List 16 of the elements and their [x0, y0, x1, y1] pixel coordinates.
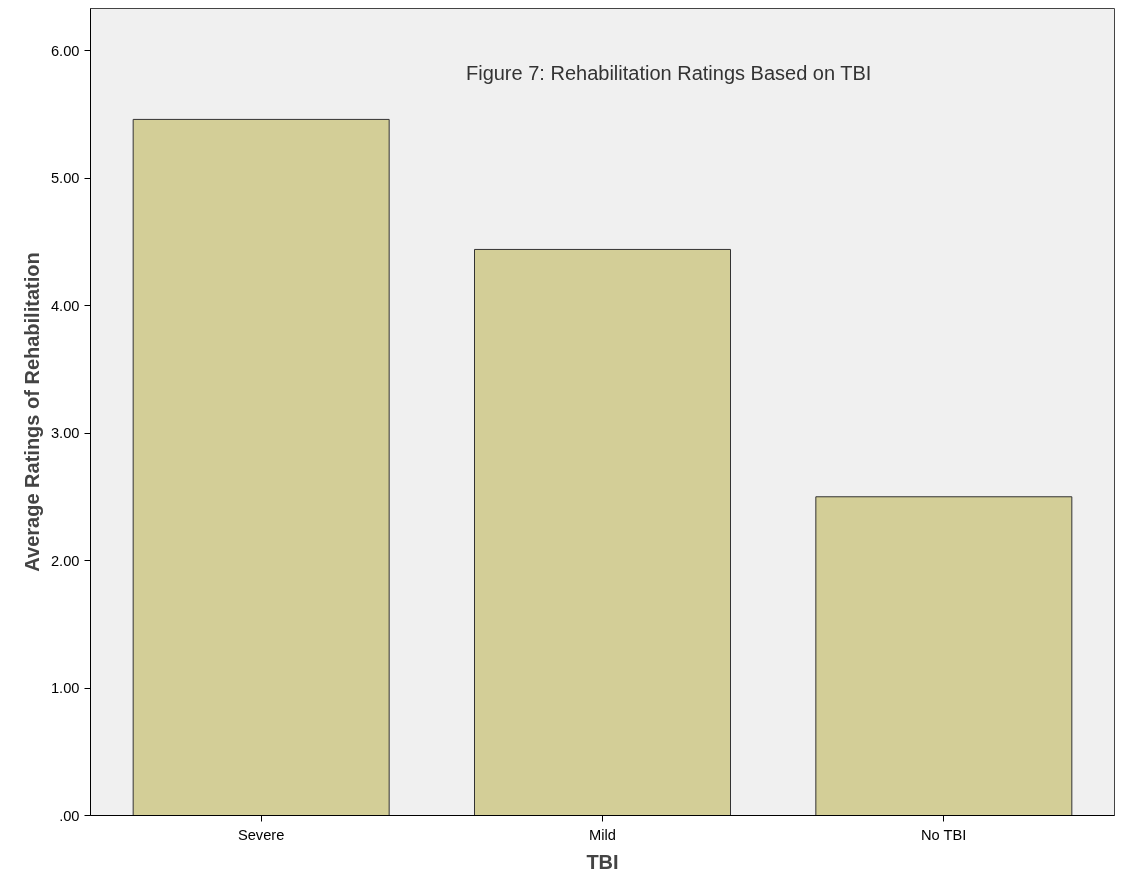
x-axis-title: TBI: [586, 850, 619, 873]
y-tick-label: 4.00: [50, 297, 80, 314]
y-tick-label: 1.00: [50, 680, 80, 697]
y-tick-label: .00: [59, 807, 80, 824]
bar: [815, 496, 1073, 816]
y-axis-title: Average Ratings of Rehabilitation: [20, 252, 43, 572]
x-tick-label: Mild: [589, 826, 616, 843]
bar: [132, 118, 390, 816]
y-tick-label: 5.00: [50, 170, 80, 187]
y-tick-label: 2.00: [50, 552, 80, 569]
x-tick-label: Severe: [237, 826, 285, 843]
x-tick-label: No TBI: [921, 826, 967, 843]
text: Figure 7: Rehabilitation Ratings Based on TBI: [465, 61, 872, 84]
y-tick-label: 6.00: [50, 42, 80, 59]
y-tick-label: 3.00: [50, 425, 80, 442]
bar: [474, 248, 731, 816]
